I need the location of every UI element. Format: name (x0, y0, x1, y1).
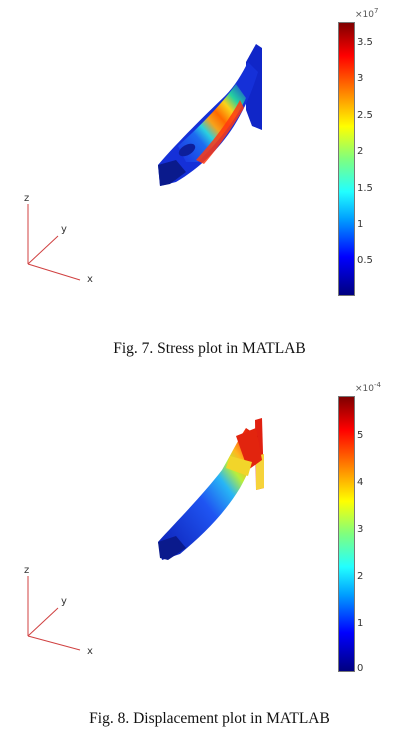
colorbar-tick: 2 (357, 571, 364, 582)
beam-hole (178, 143, 196, 157)
axes-triad (27, 204, 81, 281)
colorbar-tick: 1 (357, 618, 364, 629)
axis-x-label: x (87, 274, 93, 285)
colorbar-tick: 5 (357, 430, 364, 441)
colorbar-tick: 4 (357, 477, 364, 488)
stress-colorbar (338, 22, 355, 296)
colorbar-tick: 1.5 (357, 183, 373, 194)
colorbar-tick: 2 (357, 146, 364, 157)
displacement-colorbar (338, 396, 355, 672)
colorbar-tick: 3 (357, 524, 364, 535)
axis-z-label: z (24, 565, 29, 576)
axes-triad (27, 576, 81, 651)
displacement-plot-figure: z y x ×10-4 5 4 3 2 1 0 (0, 372, 419, 690)
colorbar-tick: 2.5 (357, 110, 373, 121)
axis-z-label: z (24, 193, 29, 204)
axis-y-label: y (61, 596, 67, 607)
axis-x-label: x (87, 646, 93, 657)
colorbar-tick: 3.5 (357, 37, 373, 48)
colorbar-tick: 0 (357, 663, 364, 674)
colorbar-tick: 0.5 (357, 255, 373, 266)
beam-web-stress (178, 84, 246, 162)
stress-plot-model: z y x (24, 44, 262, 285)
colorbar-exponent: ×10-4 (355, 381, 381, 394)
displacement-plot-model: z y x (24, 418, 264, 657)
stress-plot-figure: z y x ×107 3.5 3 2.5 2 1.5 1 0.5 (0, 0, 419, 300)
colorbar-exponent: ×107 (355, 7, 379, 20)
colorbar-tick: 1 (357, 219, 364, 230)
figure-7-caption: Fig. 7. Stress plot in MATLAB (113, 340, 306, 357)
axis-y-label: y (61, 224, 67, 235)
colorbar-tick: 3 (357, 73, 364, 84)
figure-8-caption: Fig. 8. Displacement plot in MATLAB (89, 710, 330, 727)
